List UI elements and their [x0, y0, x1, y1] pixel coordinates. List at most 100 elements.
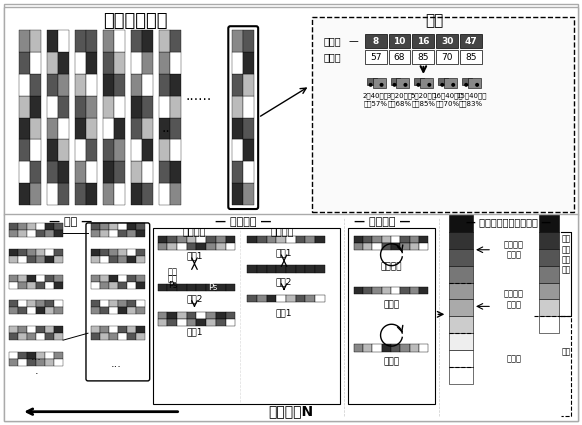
Circle shape [379, 83, 384, 87]
Bar [449, 333, 473, 350]
Text: ...: ... [111, 359, 121, 369]
Bar [296, 295, 306, 303]
Bar [109, 275, 118, 281]
Bar [136, 326, 145, 333]
Text: 概率: 概率 [168, 274, 178, 283]
Bar [100, 326, 109, 333]
Bar [19, 30, 30, 52]
Bar [54, 359, 63, 366]
Bar [30, 74, 41, 96]
Bar [118, 300, 127, 307]
Bar [449, 249, 473, 266]
Bar [187, 236, 197, 243]
Text: 父代1: 父代1 [186, 251, 203, 260]
Bar [18, 359, 27, 366]
Bar [436, 50, 458, 64]
Bar [58, 74, 69, 96]
Bar [460, 50, 482, 64]
Bar [382, 243, 391, 250]
Bar [118, 230, 127, 237]
Bar [86, 139, 97, 162]
Bar [30, 52, 41, 74]
Text: 16：40到达
充电70%: 16：40到达 充电70% [432, 93, 463, 107]
Bar [19, 139, 30, 162]
Bar [27, 275, 36, 281]
Bar [243, 30, 254, 52]
Bar [9, 249, 18, 256]
Bar [296, 265, 306, 272]
Bar [9, 230, 18, 237]
Bar [86, 183, 97, 205]
Bar [413, 34, 434, 48]
Text: 解码: 解码 [425, 13, 443, 28]
Bar [118, 249, 127, 256]
Text: 2：40到达
充电57%: 2：40到达 充电57% [363, 93, 389, 107]
Bar [141, 118, 152, 139]
Bar [365, 34, 386, 48]
Bar [9, 333, 18, 340]
Circle shape [392, 83, 396, 87]
Bar [158, 243, 168, 250]
Bar [9, 307, 18, 314]
Circle shape [475, 83, 479, 87]
Bar [27, 281, 36, 289]
Bar [27, 352, 36, 359]
Text: 68: 68 [394, 53, 405, 62]
Bar [136, 249, 145, 256]
Text: 充电层: 充电层 [384, 357, 400, 366]
Bar [243, 74, 254, 96]
Text: 8: 8 [372, 37, 379, 45]
Bar [286, 265, 296, 272]
Bar [75, 162, 86, 183]
Bar [243, 52, 254, 74]
Bar [169, 139, 180, 162]
Bar [243, 96, 254, 118]
Bar [100, 281, 109, 289]
Bar [267, 236, 276, 243]
Bar [54, 223, 63, 230]
Bar [372, 344, 382, 352]
Bar [449, 300, 473, 316]
Bar [19, 118, 30, 139]
Text: —: — [349, 36, 359, 46]
Bar [118, 275, 127, 281]
Bar [216, 283, 226, 292]
Bar [438, 78, 448, 85]
Bar [400, 344, 410, 352]
Bar [45, 223, 54, 230]
Bar [18, 281, 27, 289]
Bar [363, 286, 372, 295]
Bar [131, 139, 141, 162]
Bar [232, 96, 243, 118]
Bar [243, 162, 254, 183]
Bar [45, 281, 54, 289]
Bar [18, 307, 27, 314]
Bar [91, 223, 100, 230]
Bar [187, 319, 197, 326]
Bar [232, 118, 243, 139]
Bar [45, 326, 54, 333]
Bar [114, 96, 125, 118]
Text: 16: 16 [417, 37, 430, 45]
Bar [232, 162, 243, 183]
Text: 充电层: 充电层 [324, 52, 342, 62]
Text: 47: 47 [465, 37, 477, 45]
Bar [410, 344, 419, 352]
Text: 种群大小N: 种群大小N [268, 405, 314, 419]
Bar [58, 139, 69, 162]
Bar [45, 300, 54, 307]
Bar [141, 30, 152, 52]
Bar [127, 333, 136, 340]
Bar [109, 281, 118, 289]
Text: 时间层: 时间层 [324, 36, 342, 46]
Bar [389, 34, 410, 48]
Text: 30: 30 [441, 37, 453, 45]
Bar [58, 118, 69, 139]
Text: ..: .. [161, 121, 170, 135]
Bar [103, 74, 114, 96]
Bar [216, 236, 226, 243]
Bar [400, 243, 410, 250]
Bar [75, 139, 86, 162]
Bar [30, 118, 41, 139]
Bar [30, 162, 41, 183]
